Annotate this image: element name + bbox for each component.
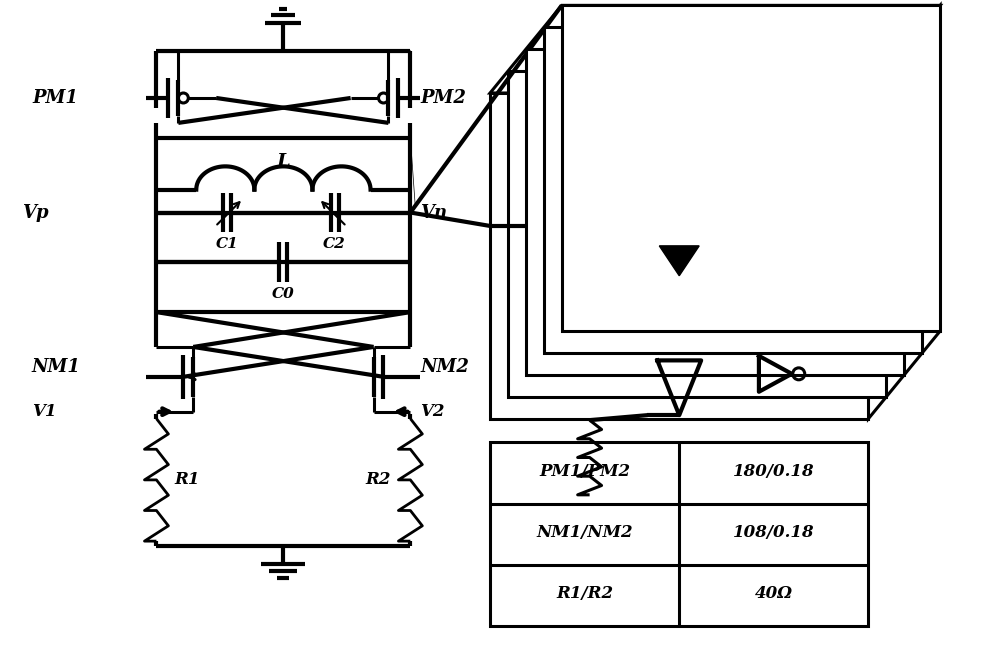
Text: R2: R2 xyxy=(366,472,391,488)
Bar xyxy=(544,27,922,353)
Text: C2: C2 xyxy=(323,237,346,251)
Text: V2: V2 xyxy=(420,403,445,420)
Text: 180/0.18: 180/0.18 xyxy=(733,464,815,480)
Polygon shape xyxy=(868,5,940,419)
Text: 40Ω: 40Ω xyxy=(755,585,793,602)
Text: C1: C1 xyxy=(216,237,239,251)
Bar xyxy=(508,71,886,397)
Text: NM1: NM1 xyxy=(32,358,81,376)
Text: NM2: NM2 xyxy=(420,358,469,376)
Text: L: L xyxy=(277,153,290,171)
Text: R1/R2: R1/R2 xyxy=(556,585,613,602)
Text: 108/0.18: 108/0.18 xyxy=(733,524,815,541)
Text: PM2: PM2 xyxy=(420,89,466,107)
Text: Vn: Vn xyxy=(420,203,447,221)
Text: V1: V1 xyxy=(32,403,56,420)
Polygon shape xyxy=(659,246,699,275)
Text: R1: R1 xyxy=(174,472,200,488)
Bar xyxy=(526,49,904,375)
Text: C0: C0 xyxy=(272,287,295,301)
Text: PM1/PM2: PM1/PM2 xyxy=(539,464,630,480)
Bar xyxy=(490,93,868,419)
Bar xyxy=(562,5,940,331)
Bar xyxy=(490,442,868,626)
Polygon shape xyxy=(490,5,940,93)
Text: Vp: Vp xyxy=(22,203,49,221)
Text: NM1/NM2: NM1/NM2 xyxy=(536,524,633,541)
Text: PM1: PM1 xyxy=(32,89,78,107)
